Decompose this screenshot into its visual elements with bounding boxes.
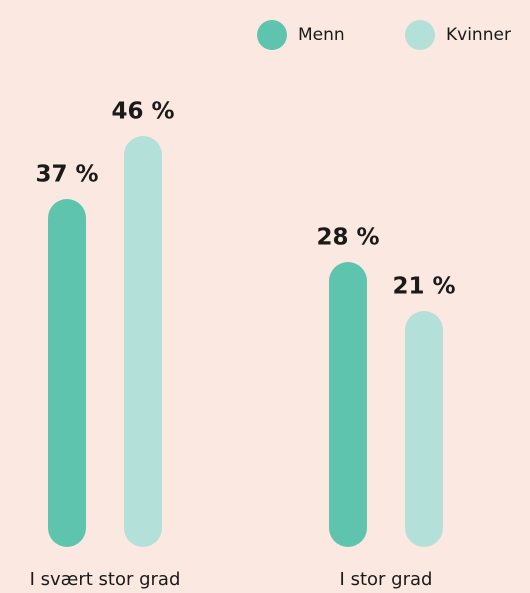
bar — [329, 262, 367, 547]
bar — [48, 199, 86, 547]
legend-swatch — [257, 20, 287, 50]
value-label: 46 % — [111, 99, 174, 125]
bar — [405, 311, 443, 547]
bar — [124, 136, 162, 547]
legend-label: Menn — [298, 25, 345, 45]
value-label: 21 % — [392, 274, 455, 300]
value-label: 37 % — [35, 162, 98, 188]
x-tick-label: I svært stor grad — [30, 569, 181, 590]
legend-swatch — [405, 20, 435, 50]
value-label: 28 % — [316, 225, 379, 251]
x-tick-label: I stor grad — [340, 569, 433, 590]
legend-label: Kvinner — [446, 25, 511, 45]
